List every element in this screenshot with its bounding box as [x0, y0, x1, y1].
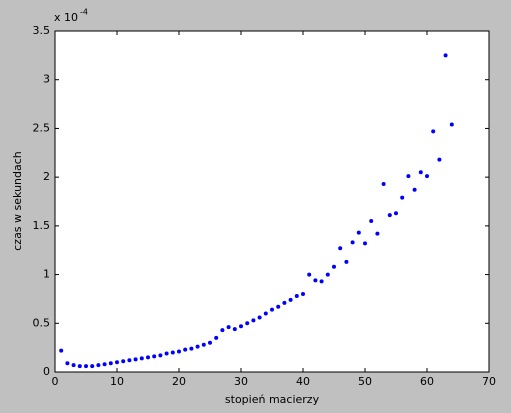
point [195, 344, 200, 349]
point [338, 246, 343, 251]
point [65, 361, 70, 366]
point [208, 340, 212, 345]
point [313, 278, 318, 283]
point [381, 181, 386, 186]
point [288, 297, 293, 302]
point [115, 360, 119, 365]
y-tick-label: 3.5 [33, 24, 51, 37]
point [332, 264, 336, 269]
point [294, 294, 299, 299]
point [220, 328, 225, 333]
y-tick-label: 1.5 [33, 219, 51, 232]
y-tick-label: 2 [43, 170, 50, 183]
point [133, 357, 138, 362]
point [301, 292, 305, 297]
point [350, 240, 355, 245]
point [412, 187, 417, 192]
plot-area [54, 30, 490, 373]
point [257, 315, 262, 320]
point [418, 170, 423, 175]
point [375, 231, 380, 236]
point [449, 122, 454, 127]
point [127, 358, 132, 363]
point [276, 304, 281, 309]
point [369, 218, 374, 223]
y-axis-label: czas w sekundach [11, 151, 24, 251]
point [108, 361, 113, 366]
y-tick-label: 2.5 [33, 121, 51, 134]
point [96, 363, 101, 368]
point [437, 157, 442, 162]
point [239, 324, 243, 329]
y-tick-label: 3 [43, 73, 50, 86]
point [263, 311, 268, 316]
point [425, 174, 429, 179]
point [226, 325, 231, 330]
x-tick-label: 40 [296, 375, 310, 388]
point [164, 351, 169, 356]
x-tick-label: 70 [482, 375, 496, 388]
point [177, 349, 181, 354]
point [158, 353, 163, 358]
point [71, 363, 76, 368]
point [443, 53, 448, 58]
point [201, 342, 206, 347]
point [90, 364, 95, 369]
point [431, 129, 436, 134]
point [270, 307, 274, 312]
y-tick-label: 0 [43, 365, 50, 378]
point [245, 321, 250, 326]
point [363, 241, 367, 246]
point [59, 348, 64, 353]
x-tick-label: 20 [172, 375, 186, 388]
point [344, 259, 349, 264]
point [139, 356, 144, 361]
point [214, 335, 219, 340]
point [102, 362, 107, 367]
point [251, 318, 256, 323]
point [84, 364, 88, 369]
point [232, 327, 237, 332]
y-tick-label: 0.5 [33, 316, 51, 329]
point [394, 211, 398, 216]
point [319, 279, 324, 284]
y-multiplier-exponent: -4 [80, 8, 88, 17]
point [282, 300, 287, 305]
point [189, 346, 194, 351]
point [387, 213, 392, 218]
point [170, 350, 175, 355]
point [325, 272, 330, 277]
point [146, 355, 150, 360]
y-tick-label: 1 [43, 268, 50, 281]
point [406, 174, 411, 179]
point [400, 195, 405, 200]
point [307, 272, 312, 277]
x-axis-label: stopień macierzy [225, 393, 320, 406]
point [183, 347, 188, 352]
x-tick-label: 0 [52, 375, 59, 388]
point [121, 359, 126, 364]
point [356, 230, 361, 235]
y-multiplier: x 10 [54, 11, 78, 24]
x-tick-label: 30 [234, 375, 248, 388]
x-tick-label: 10 [110, 375, 124, 388]
x-tick-label: 60 [420, 375, 434, 388]
point [152, 354, 157, 359]
point [77, 364, 82, 369]
x-tick-label: 50 [358, 375, 372, 388]
